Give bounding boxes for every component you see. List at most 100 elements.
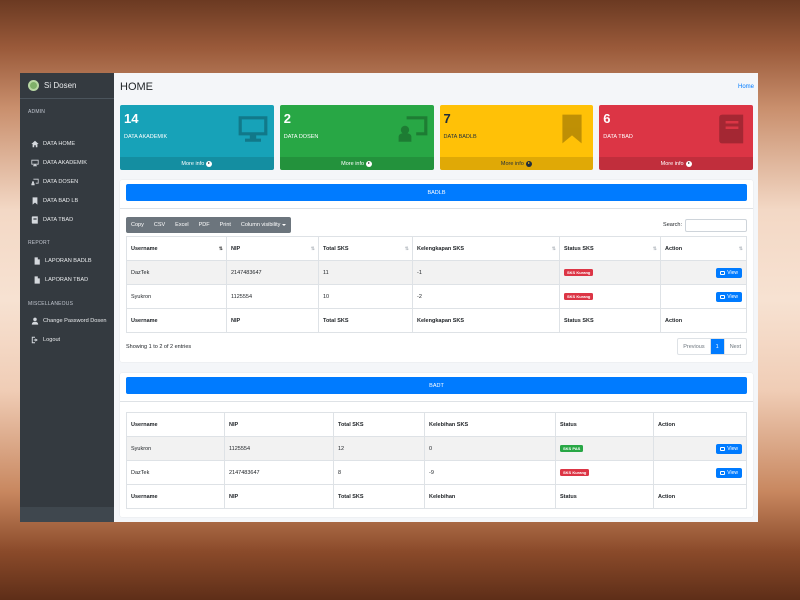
view-label: View — [727, 445, 738, 452]
cell-action: View — [660, 284, 747, 309]
file-icon — [33, 256, 41, 265]
home-icon — [31, 140, 39, 148]
cell-action: View — [653, 460, 747, 485]
csv-button[interactable]: CSV — [153, 222, 166, 228]
sidebar-item-laporan-tbad[interactable]: LAPORAN TBAD — [20, 270, 114, 289]
sidebar-footer — [20, 507, 114, 522]
col-header-username[interactable]: Username ⇅ — [126, 236, 227, 261]
col-header-action[interactable]: Action ⇅ — [660, 236, 747, 261]
sort-icon: ⇅ — [310, 245, 315, 252]
chalkboard-teacher-icon — [397, 113, 429, 145]
badt-title-bar: BADT — [126, 377, 747, 394]
sign-out-icon — [31, 336, 39, 344]
col-header-kelengkapan-sks[interactable]: Kelengkapan SKS ⇅ — [412, 236, 560, 261]
sidebar-item-label: DATA BAD LB — [43, 197, 79, 204]
view-label: View — [727, 269, 738, 276]
card-count: 2 — [283, 111, 291, 126]
more-info-label: More info — [181, 160, 205, 167]
cell-status: SKS Kurang — [559, 260, 661, 285]
badlb-table-wrap: Username ⇅ NIP ⇅ Total SKS ⇅ Kelengkapan SK… — [120, 233, 753, 333]
sidebar-item-label: LAPORAN BADLB — [45, 257, 92, 264]
status-badge: SKS PAS — [560, 445, 584, 452]
footer-username: Username — [126, 308, 227, 333]
cell-kelengkapan-sks: -1 — [412, 260, 560, 285]
sidebar-item-laporan-badlb[interactable]: LAPORAN BADLB — [20, 251, 114, 270]
search-area: Search: — [663, 218, 747, 232]
arrow-circle-right-icon — [206, 160, 213, 167]
sidebar-item-data-bad-lb[interactable]: DATA BAD LB — [20, 191, 114, 210]
column-visibility-label: Column visibility — [240, 222, 281, 228]
more-info-label: More info — [660, 160, 684, 167]
cell-username: Syukron — [126, 284, 227, 309]
col-header-action: Action — [653, 412, 747, 437]
sidebar-item-label: DATA DOSEN — [43, 178, 79, 185]
footer-total-sks: Total SKS — [333, 484, 425, 509]
card-more-info-link[interactable]: More info — [599, 157, 753, 170]
print-button[interactable]: Print — [219, 222, 231, 228]
view-button[interactable]: View — [716, 443, 742, 454]
stat-cards: 14 DATA AKADEMIK More info 2 DATA DOSEN … — [114, 101, 758, 170]
cell-action: View — [660, 260, 747, 285]
badlb-table: Username ⇅ NIP ⇅ Total SKS ⇅ Kelengkapan SK… — [126, 236, 747, 333]
badt-panel: BADT Username NIP Total SKS Kelebihan SK… — [120, 373, 753, 517]
col-header-nip[interactable]: NIP ⇅ — [226, 236, 319, 261]
card-more-info-link[interactable]: More info — [120, 157, 274, 170]
main-content: HOME Home 14 DATA AKADEMIK More info 2 D… — [114, 73, 758, 522]
breadcrumb-home[interactable]: Home — [737, 84, 754, 90]
badt-body: Username NIP Total SKS Kelebihan SKS Sta… — [120, 401, 753, 509]
col-header-status-sks[interactable]: Status SKS ⇅ — [559, 236, 661, 261]
cell-username: Syukron — [126, 436, 225, 461]
col-header-total-sks: Total SKS — [333, 412, 425, 437]
sidebar-header-misc: MISCELLANEOUS — [28, 301, 74, 307]
footer-action: Action — [660, 308, 747, 333]
pagination-previous[interactable]: Previous — [678, 339, 711, 354]
sidebar-item-change-password[interactable]: Change Password Dosen — [20, 311, 114, 330]
cell-total-sks: 8 — [333, 460, 425, 485]
sidebar-item-logout[interactable]: Logout — [20, 330, 114, 349]
view-button[interactable]: View — [716, 467, 742, 478]
excel-button[interactable]: Excel — [175, 222, 189, 228]
app-window: Si Dosen ADMIN DATA HOME DATA AKADEMIK D… — [20, 73, 758, 522]
table-row: DazTek 2147483647 8 -9 SKS Kurang View — [126, 460, 747, 485]
status-badge: SKS Kurang — [564, 293, 594, 300]
table-row: DazTek 2147483647 11 -1 SKS Kurang View — [126, 260, 747, 285]
pdf-button[interactable]: PDF — [198, 222, 210, 228]
cell-nip: 2147483647 — [226, 260, 319, 285]
eye-icon — [720, 270, 726, 275]
card-label: DATA AKADEMIK — [124, 134, 168, 140]
arrow-circle-right-icon — [525, 160, 532, 167]
sidebar: Si Dosen ADMIN DATA HOME DATA AKADEMIK D… — [20, 73, 114, 522]
file-icon — [33, 275, 41, 284]
eye-icon — [720, 470, 726, 475]
sidebar-item-data-home[interactable]: DATA HOME — [20, 134, 114, 153]
table-footer-row: Username NIP Total SKS Kelebihan Status … — [126, 484, 747, 509]
status-badge: SKS Kurang — [564, 269, 594, 276]
cell-status: SKS PAS — [555, 436, 654, 461]
table-row: Syukron 1125554 10 -2 SKS Kurang View — [126, 284, 747, 309]
column-visibility-button[interactable]: Column visibility — [236, 222, 291, 228]
brand-logo-icon — [28, 80, 39, 91]
sidebar-item-data-akademik[interactable]: DATA AKADEMIK — [20, 153, 114, 172]
view-button[interactable]: View — [716, 267, 742, 278]
search-input[interactable] — [685, 218, 747, 232]
sidebar-item-data-dosen[interactable]: DATA DOSEN — [20, 172, 114, 191]
view-button[interactable]: View — [716, 291, 742, 302]
bookmark-icon — [556, 113, 588, 145]
sidebar-item-data-tbad[interactable]: DATA TBAD — [20, 210, 114, 229]
col-header-total-sks[interactable]: Total SKS ⇅ — [318, 236, 413, 261]
card-more-info-link[interactable]: More info — [279, 157, 434, 170]
sidebar-report-nav: LAPORAN BADLB LAPORAN TBAD — [20, 251, 114, 289]
card-data-akademik: 14 DATA AKADEMIK More info — [120, 105, 274, 170]
pagination-next[interactable]: Next — [729, 343, 741, 350]
col-header-kelebihan-sks: Kelebihan SKS — [424, 412, 556, 437]
chalkboard-teacher-icon — [31, 178, 39, 186]
caret-down-icon — [282, 223, 287, 226]
pagination-page-1[interactable]: 1 — [710, 339, 725, 354]
bookmark-icon — [31, 196, 39, 205]
sort-icon: ⇅ — [551, 245, 556, 252]
copy-button[interactable]: Copy — [131, 222, 144, 228]
card-data-dosen: 2 DATA DOSEN More info — [279, 105, 434, 170]
brand[interactable]: Si Dosen — [20, 73, 114, 99]
search-label: Search: — [663, 222, 682, 228]
card-more-info-link[interactable]: More info — [439, 157, 594, 170]
